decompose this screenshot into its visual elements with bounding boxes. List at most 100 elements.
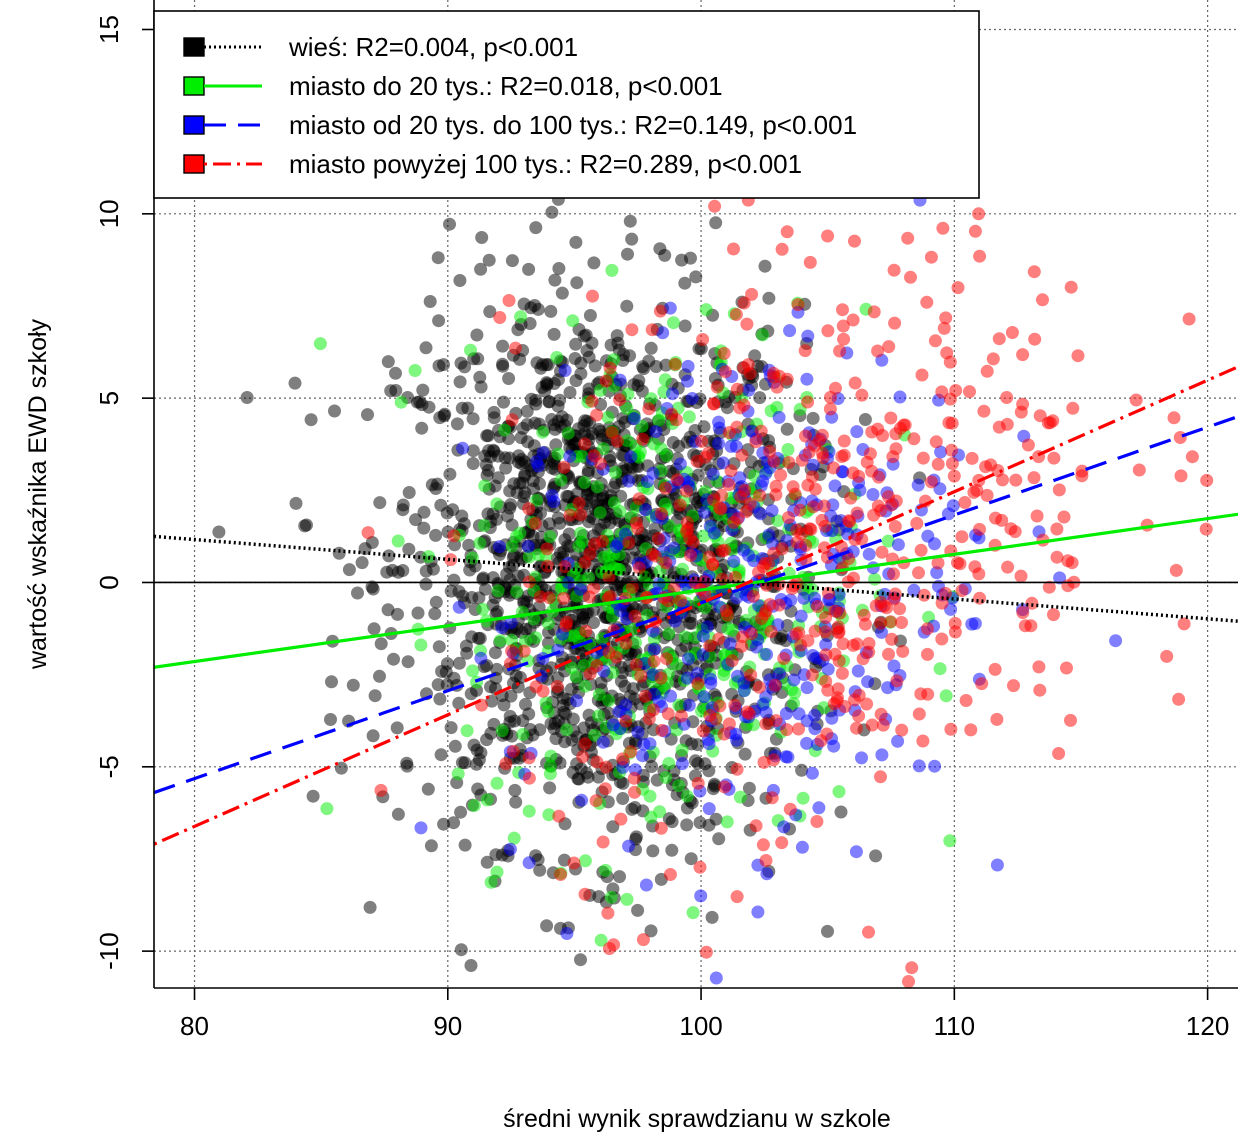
data-point — [759, 690, 773, 704]
data-point — [498, 423, 512, 437]
data-point — [943, 834, 957, 848]
data-point — [446, 503, 460, 517]
data-point — [596, 442, 610, 456]
data-point — [520, 404, 534, 418]
data-point — [640, 475, 654, 489]
data-point — [678, 276, 692, 290]
data-point — [534, 361, 548, 375]
data-point — [475, 231, 489, 244]
data-point — [835, 666, 849, 680]
y-tick-label: 5 — [94, 391, 124, 405]
data-point — [704, 672, 718, 686]
data-point — [636, 749, 649, 763]
data-point — [717, 668, 731, 682]
data-point — [884, 411, 898, 425]
data-point — [464, 959, 478, 972]
data-point — [775, 242, 789, 256]
data-point — [756, 560, 770, 574]
data-point — [850, 506, 864, 520]
data-point — [722, 717, 736, 731]
data-point — [745, 424, 759, 438]
data-point — [850, 721, 863, 735]
data-point — [722, 478, 736, 492]
data-point — [865, 718, 879, 732]
data-point — [632, 561, 646, 575]
data-point — [895, 723, 909, 737]
data-point — [476, 602, 490, 616]
data-point — [917, 588, 931, 602]
data-point — [684, 548, 697, 562]
data-point — [842, 552, 856, 566]
data-point — [850, 637, 864, 651]
data-point — [564, 661, 578, 675]
data-point — [499, 757, 513, 771]
data-point — [452, 600, 466, 614]
data-point — [417, 521, 431, 535]
data-point — [819, 638, 833, 652]
data-point — [937, 321, 951, 335]
data-point — [780, 723, 794, 737]
data-point — [855, 751, 868, 765]
data-point — [433, 411, 447, 425]
data-point — [490, 662, 504, 676]
data-point — [866, 488, 880, 501]
data-point — [963, 385, 976, 399]
legend-swatch — [183, 154, 205, 174]
data-point — [829, 381, 842, 395]
data-point — [877, 599, 891, 613]
data-point — [502, 372, 516, 385]
data-point — [380, 565, 394, 579]
data-point — [530, 493, 544, 507]
data-point — [507, 831, 521, 845]
data-point — [629, 636, 642, 649]
data-point — [1174, 469, 1188, 483]
data-point — [493, 311, 507, 324]
data-point — [625, 323, 639, 337]
data-point — [394, 395, 408, 409]
data-point — [631, 379, 645, 393]
data-point — [522, 550, 536, 564]
data-point — [431, 477, 444, 491]
data-point — [535, 380, 549, 394]
data-point — [560, 615, 574, 629]
data-point — [487, 405, 501, 419]
data-point — [798, 344, 812, 358]
x-tick-label: 90 — [433, 1011, 462, 1041]
data-point — [651, 532, 665, 545]
data-point — [744, 668, 758, 682]
data-point — [698, 757, 712, 771]
data-point — [819, 625, 833, 639]
data-point — [1200, 473, 1214, 487]
data-point — [363, 900, 377, 914]
data-point — [548, 273, 562, 287]
x-axis: 80 90 100 110 120 — [180, 988, 1229, 1041]
data-point — [680, 801, 694, 815]
data-point — [452, 696, 466, 710]
data-point — [509, 795, 523, 809]
data-point — [871, 344, 885, 358]
data-point — [614, 674, 628, 688]
data-point — [517, 644, 531, 658]
data-point — [696, 724, 710, 738]
data-point — [419, 341, 433, 355]
data-point — [881, 534, 895, 548]
data-point — [529, 680, 543, 694]
data-point — [614, 812, 628, 826]
data-point — [782, 456, 796, 469]
data-point — [620, 299, 634, 313]
data-point — [1066, 401, 1080, 415]
data-point — [691, 738, 705, 752]
data-point — [769, 479, 783, 493]
data-point — [670, 473, 684, 487]
data-point — [772, 369, 786, 383]
data-point — [684, 251, 697, 265]
data-point — [644, 392, 658, 406]
data-point — [928, 759, 942, 773]
data-point — [812, 434, 826, 448]
data-point — [520, 595, 534, 609]
data-point — [756, 838, 770, 852]
data-point — [721, 622, 735, 636]
data-point — [745, 287, 759, 301]
data-point — [587, 256, 601, 270]
data-point — [939, 689, 953, 703]
